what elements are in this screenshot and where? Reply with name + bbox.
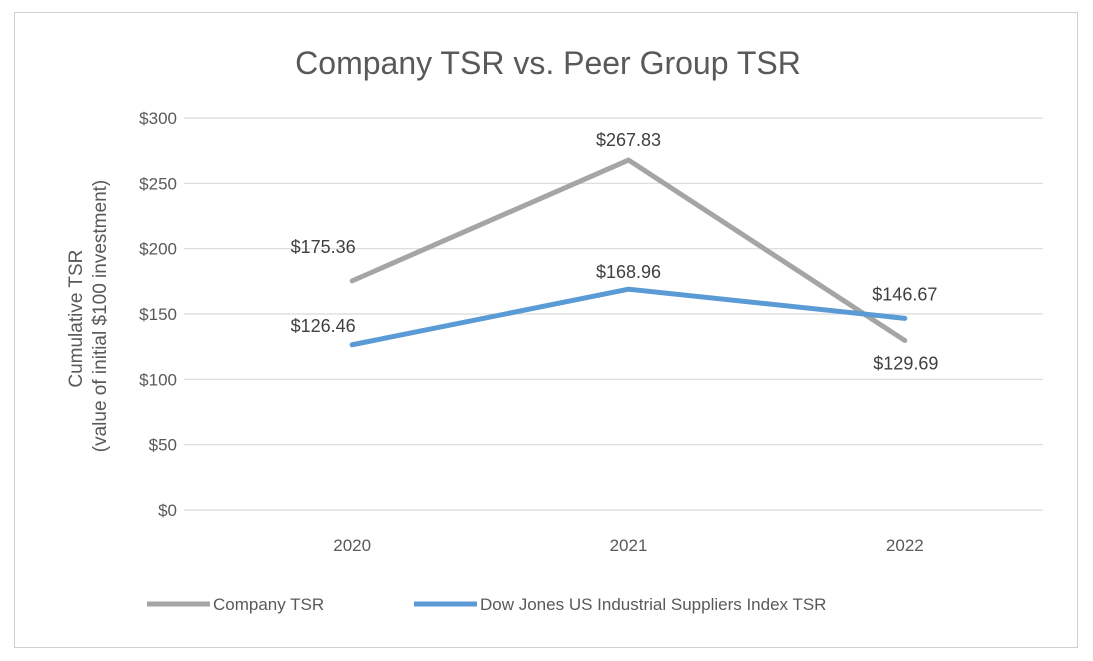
y-tick-label: $150	[139, 305, 177, 324]
y-tick-label: $300	[139, 109, 177, 128]
x-axis-ticks: 2020 2021 2022	[333, 536, 923, 555]
legend-label-dow-jones-index: Dow Jones US Industrial Suppliers Index …	[480, 595, 826, 614]
gridlines	[184, 117, 1043, 511]
data-label: $175.36	[291, 237, 356, 257]
data-label: $129.69	[873, 354, 938, 374]
x-tick-label: 2021	[610, 536, 648, 555]
data-label: $126.46	[291, 316, 356, 336]
chart-title: Company TSR vs. Peer Group TSR	[295, 45, 801, 81]
y-tick-label: $100	[139, 370, 177, 389]
legend-label-company-tsr: Company TSR	[213, 595, 324, 614]
y-axis-label-line-2: (value of initial $100 investment)	[90, 180, 111, 452]
y-tick-label: $0	[158, 501, 177, 520]
data-label: $146.67	[872, 284, 937, 304]
series-lines	[349, 157, 908, 348]
x-tick-label: 2022	[886, 536, 924, 555]
legend: Company TSR Dow Jones US Industrial Supp…	[147, 595, 826, 614]
y-tick-label: $200	[139, 240, 177, 259]
series-line-dow-jones-index	[349, 286, 908, 348]
y-tick-label: $50	[149, 436, 177, 455]
data-label: $267.83	[596, 130, 661, 150]
x-tick-label: 2020	[333, 536, 371, 555]
y-axis-ticks: $0 $50 $100 $150 $200 $250 $300	[139, 109, 177, 520]
y-tick-label: $250	[139, 174, 177, 193]
y-axis-label: Cumulative TSR (value of initial $100 in…	[66, 180, 111, 452]
series-line-company-tsr	[349, 157, 908, 344]
y-axis-label-line-1: Cumulative TSR	[66, 250, 87, 388]
data-labels: $175.36 $267.83 $129.69 $126.46 $168.96 $146.…	[291, 130, 939, 374]
data-label: $168.96	[596, 262, 661, 282]
